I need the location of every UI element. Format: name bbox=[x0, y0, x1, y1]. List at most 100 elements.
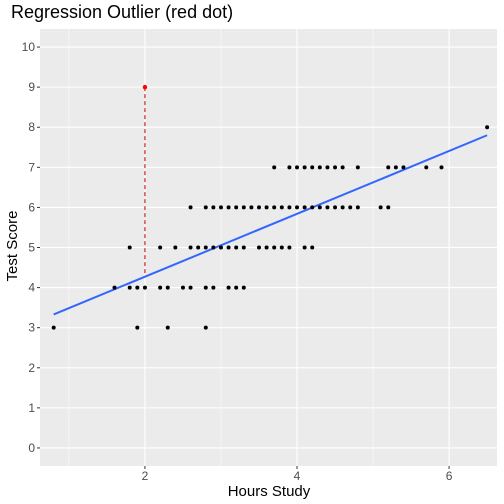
data-point bbox=[325, 205, 330, 210]
data-point bbox=[127, 245, 132, 250]
data-point bbox=[340, 205, 345, 210]
y-tick-label: 0 bbox=[28, 441, 35, 455]
data-point bbox=[188, 205, 193, 210]
data-point bbox=[325, 165, 330, 170]
data-point bbox=[241, 285, 246, 290]
data-point bbox=[112, 285, 117, 290]
data-point bbox=[310, 245, 315, 250]
data-point bbox=[241, 245, 246, 250]
data-point bbox=[142, 285, 147, 290]
regression-line bbox=[53, 134, 488, 316]
data-point bbox=[424, 165, 429, 170]
data-point bbox=[256, 205, 261, 210]
data-point bbox=[218, 205, 223, 210]
data-point bbox=[295, 205, 300, 210]
data-point bbox=[333, 205, 338, 210]
data-point bbox=[355, 205, 360, 210]
data-point bbox=[272, 165, 277, 170]
data-point bbox=[211, 285, 216, 290]
data-point bbox=[302, 245, 307, 250]
data-point bbox=[355, 165, 360, 170]
chart-title: Regression Outlier (red dot) bbox=[11, 2, 234, 22]
data-point bbox=[203, 245, 208, 250]
data-point bbox=[272, 205, 277, 210]
y-tick-label: 9 bbox=[28, 80, 35, 94]
data-point bbox=[302, 165, 307, 170]
y-tick-label: 7 bbox=[28, 160, 35, 174]
y-tick-label: 3 bbox=[28, 321, 35, 335]
y-tick-label: 1 bbox=[28, 401, 35, 415]
data-point bbox=[287, 205, 292, 210]
data-point bbox=[264, 205, 269, 210]
data-point bbox=[401, 165, 406, 170]
data-point bbox=[234, 245, 239, 250]
data-point bbox=[279, 245, 284, 250]
data-point bbox=[333, 165, 338, 170]
data-point bbox=[378, 205, 383, 210]
data-point bbox=[256, 245, 261, 250]
data-point bbox=[165, 325, 170, 330]
x-tick-label: 6 bbox=[446, 469, 453, 483]
data-point bbox=[203, 325, 208, 330]
data-points bbox=[51, 84, 490, 330]
data-point bbox=[226, 245, 231, 250]
data-point bbox=[310, 205, 315, 210]
data-point bbox=[287, 165, 292, 170]
y-axis: 0 1 2 3 4 5 6 7 8 9 10 bbox=[22, 40, 40, 455]
data-point bbox=[317, 205, 322, 210]
y-tick-label: 2 bbox=[28, 361, 35, 375]
major-gridlines bbox=[40, 29, 497, 466]
data-point bbox=[348, 205, 353, 210]
x-tick-label: 4 bbox=[294, 469, 301, 483]
data-point bbox=[203, 205, 208, 210]
x-tick-label: 2 bbox=[142, 469, 149, 483]
data-point bbox=[135, 325, 140, 330]
y-tick-label: 8 bbox=[28, 120, 35, 134]
data-point bbox=[218, 245, 223, 250]
y-tick-label: 4 bbox=[28, 281, 35, 295]
data-point bbox=[386, 165, 391, 170]
data-point bbox=[340, 165, 345, 170]
data-point bbox=[165, 285, 170, 290]
y-tick-label: 10 bbox=[22, 40, 36, 54]
data-point bbox=[485, 125, 490, 130]
data-point bbox=[135, 285, 140, 290]
data-point bbox=[196, 245, 201, 250]
data-point bbox=[226, 205, 231, 210]
data-point bbox=[317, 165, 322, 170]
outlier-point bbox=[142, 84, 148, 90]
data-point bbox=[211, 245, 216, 250]
regression-line-group bbox=[53, 134, 488, 316]
data-point bbox=[310, 165, 315, 170]
data-point bbox=[51, 325, 56, 330]
data-point bbox=[188, 285, 193, 290]
data-point bbox=[173, 245, 178, 250]
y-axis-title: Test Score bbox=[4, 211, 21, 282]
data-point bbox=[180, 285, 185, 290]
x-axis-title: Hours Study bbox=[228, 483, 311, 500]
data-point bbox=[386, 205, 391, 210]
data-point bbox=[234, 205, 239, 210]
data-point bbox=[211, 205, 216, 210]
data-point bbox=[272, 245, 277, 250]
data-point bbox=[439, 165, 444, 170]
data-point bbox=[287, 245, 292, 250]
data-point bbox=[158, 285, 163, 290]
data-point bbox=[302, 205, 307, 210]
data-point bbox=[249, 205, 254, 210]
data-point bbox=[226, 285, 231, 290]
data-point bbox=[188, 245, 193, 250]
data-point bbox=[393, 165, 398, 170]
data-point bbox=[295, 165, 300, 170]
y-tick-label: 5 bbox=[28, 241, 35, 255]
data-point bbox=[127, 285, 132, 290]
data-point bbox=[264, 245, 269, 250]
data-point bbox=[279, 205, 284, 210]
data-point bbox=[241, 205, 246, 210]
data-point bbox=[234, 285, 239, 290]
x-axis: 2 4 6 bbox=[142, 466, 453, 483]
y-tick-label: 6 bbox=[28, 200, 35, 214]
data-point bbox=[158, 245, 163, 250]
data-point bbox=[203, 285, 208, 290]
